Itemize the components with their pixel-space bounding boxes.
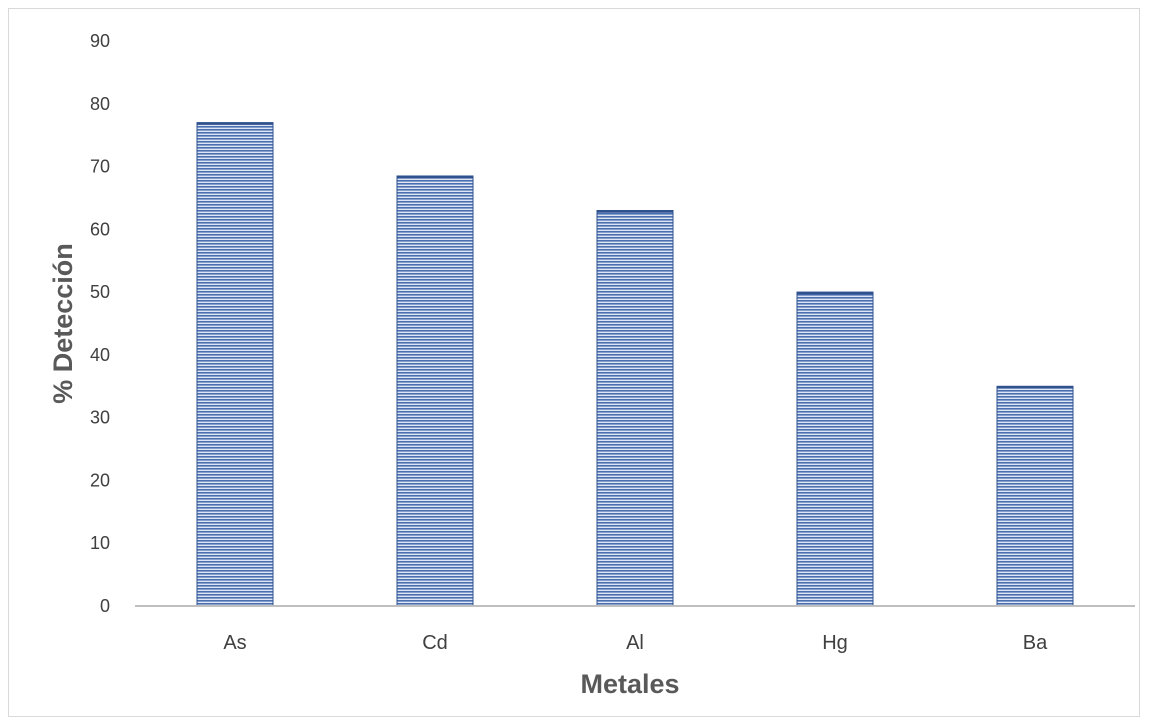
x-axis-title: Metales xyxy=(580,669,679,699)
x-category-label: Hg xyxy=(822,632,848,654)
y-tick-label: 60 xyxy=(90,219,110,239)
bars-group xyxy=(196,122,1074,607)
bar-as xyxy=(196,122,274,607)
y-tick-label: 10 xyxy=(90,533,110,553)
y-axis-title: % Detección xyxy=(48,243,78,404)
y-tick-label: 50 xyxy=(90,282,110,302)
y-tick-label: 40 xyxy=(90,345,110,365)
bar-ba xyxy=(996,385,1074,607)
bar-al xyxy=(596,210,674,607)
x-category-label: Ba xyxy=(1023,632,1048,654)
y-tick-label: 0 xyxy=(100,596,110,616)
y-axis-ticks: 0 10 20 30 40 50 60 70 80 90 xyxy=(90,31,110,616)
y-tick-label: 70 xyxy=(90,157,110,177)
x-axis-categories: As Cd Al Hg Ba xyxy=(223,632,1048,654)
x-category-label: As xyxy=(223,632,246,654)
y-tick-label: 90 xyxy=(90,31,110,51)
y-tick-label: 30 xyxy=(90,408,110,428)
y-tick-label: 80 xyxy=(90,94,110,114)
bar-cd xyxy=(396,175,474,607)
x-category-label: Cd xyxy=(422,632,448,654)
bar-hg xyxy=(796,291,874,607)
y-tick-label: 20 xyxy=(90,470,110,490)
x-category-label: Al xyxy=(626,632,644,654)
